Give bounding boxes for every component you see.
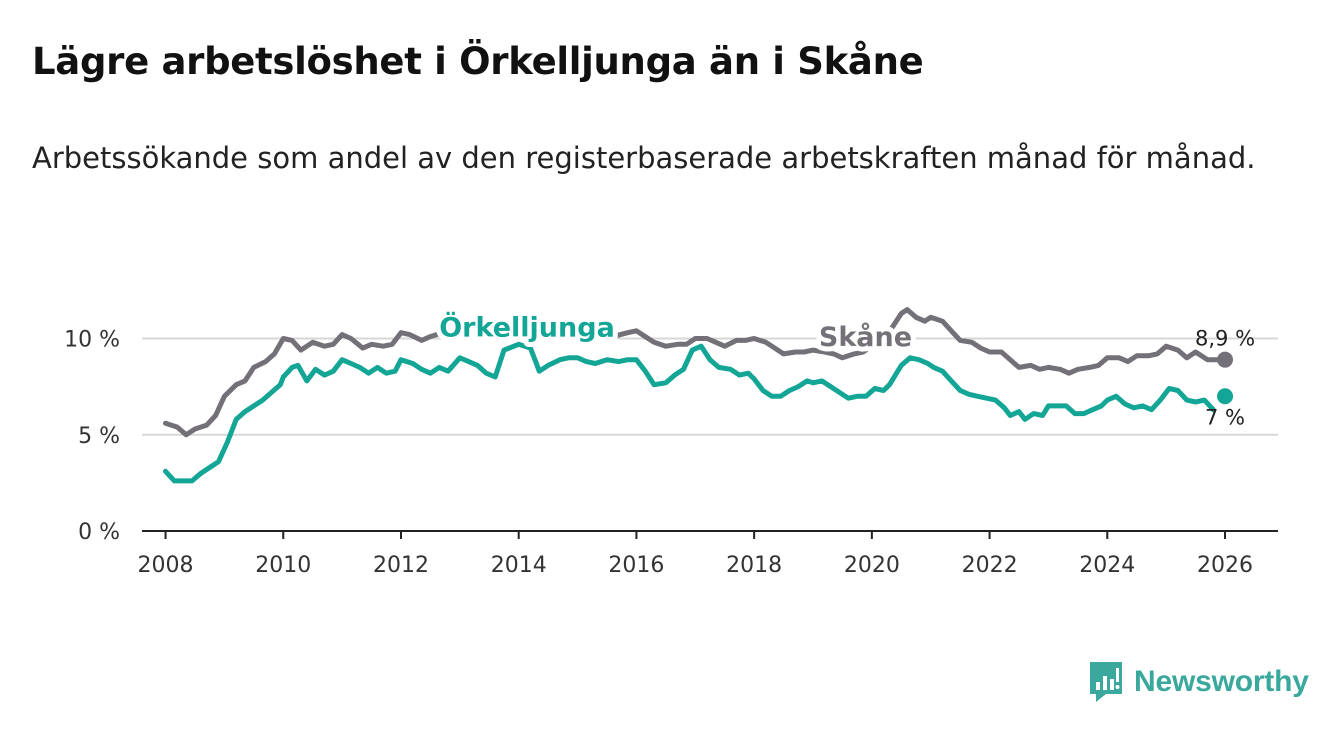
y-tick-label: 0 % — [78, 520, 120, 545]
x-tick-label: 2022 — [962, 553, 1018, 578]
x-tick-label: 2020 — [844, 553, 900, 578]
series-line-orkelljunga — [163, 341, 1216, 484]
series-lines — [163, 307, 1228, 484]
chart-title: Lägre arbetslöshet i Örkelljunga än i Sk… — [32, 40, 924, 83]
x-tick-label: 2016 — [608, 553, 664, 578]
labels: 8,9 % 7 % Örkelljunga Skåne — [434, 306, 1255, 430]
end-marker-orkelljunga — [1217, 388, 1234, 405]
end-label-skane: 8,9 % — [1195, 327, 1255, 351]
axes: 0 % 5 % 10 % 2008 2010 2012 2014 2016 2018 2020 20… — [64, 328, 1278, 578]
x-tick-label: 2024 — [1079, 553, 1135, 578]
y-tick-label: 5 % — [78, 424, 120, 449]
chart-subtitle: Arbetssökande som andel av den registerb… — [32, 141, 1256, 175]
series-line-skane — [163, 307, 1228, 438]
x-tick-label: 2018 — [726, 553, 782, 578]
end-marker-skane — [1217, 351, 1234, 368]
series-label-orkelljunga: Örkelljunga — [439, 311, 615, 344]
x-tick-label: 2026 — [1197, 553, 1253, 578]
x-tick-label: 2008 — [138, 553, 194, 578]
x-tick-label: 2014 — [491, 553, 547, 578]
gridlines — [142, 337, 1278, 436]
x-tick-label: 2010 — [255, 553, 311, 578]
end-label-orkelljunga: 7 % — [1205, 405, 1245, 429]
brand-name: Newsworthy — [1134, 665, 1309, 698]
x-tick-label: 2012 — [373, 553, 429, 578]
y-tick-label: 10 % — [64, 328, 120, 353]
newsworthy-logo[interactable]: Newsworthy — [1088, 660, 1309, 704]
line-chart: 0 % 5 % 10 % 2008 2010 2012 2014 2016 2018 2020 20… — [64, 306, 1278, 578]
bar-chart-speech-icon — [1090, 662, 1122, 702]
series-label-skane: Skåne — [819, 321, 912, 353]
